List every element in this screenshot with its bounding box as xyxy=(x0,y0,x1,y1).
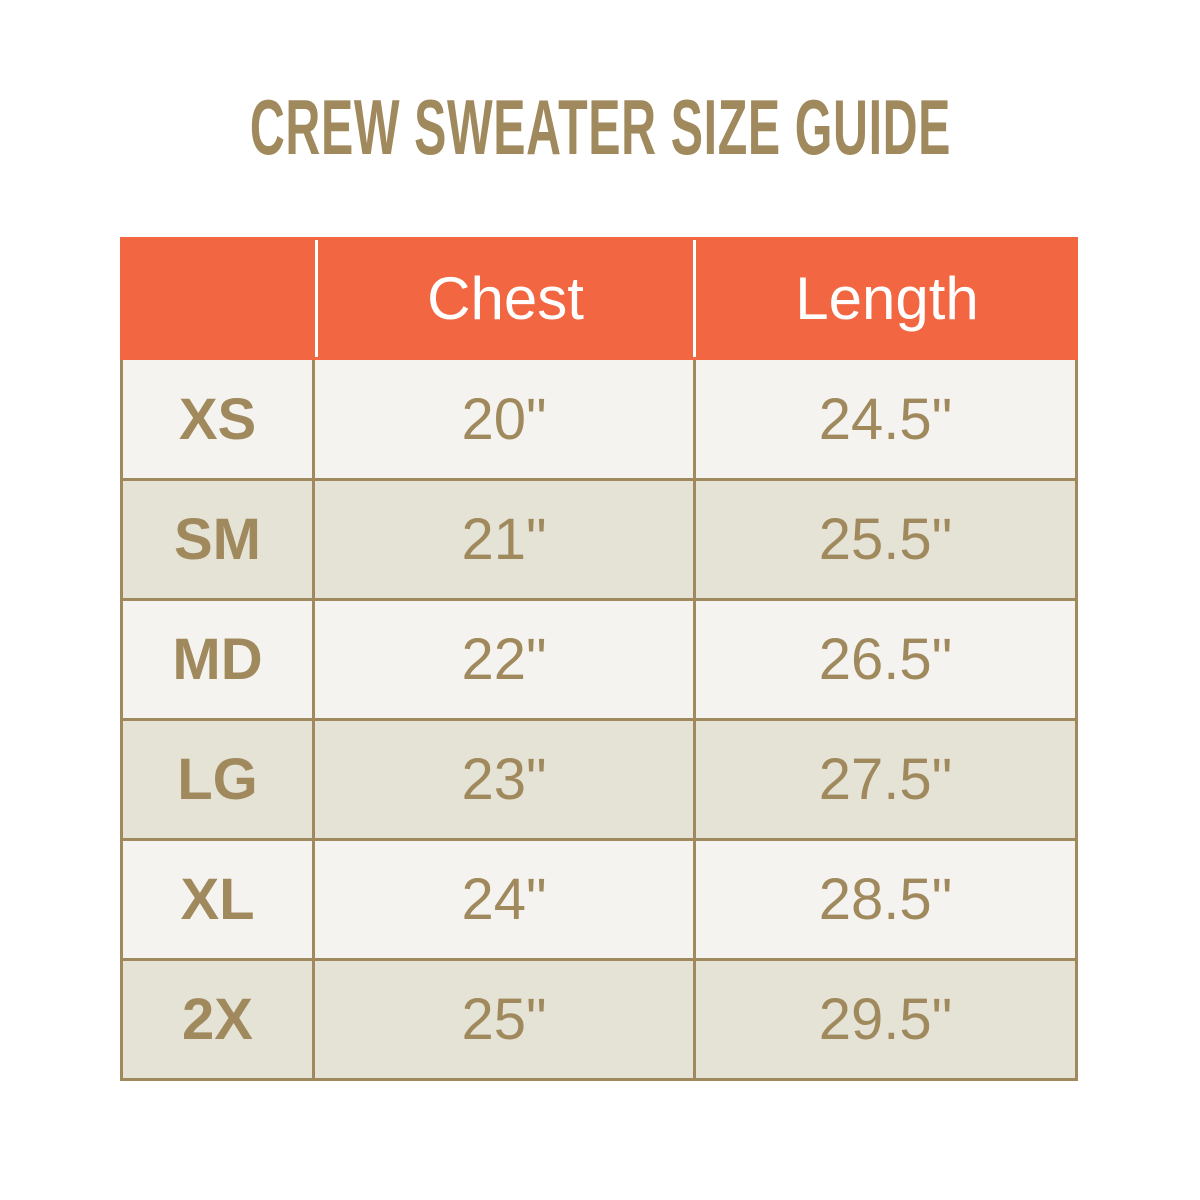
table-header: Chest Length xyxy=(120,237,1078,360)
size-cell: MD xyxy=(123,601,315,718)
header-chest: Chest xyxy=(315,240,696,357)
chest-cell: 25" xyxy=(315,961,696,1078)
page-title: CREW SWEATER SIZE GUIDE xyxy=(0,82,1200,173)
table-row: XL 24" 28.5" xyxy=(123,838,1075,958)
table-row: SM 21" 25.5" xyxy=(123,478,1075,598)
size-cell: LG xyxy=(123,721,315,838)
length-cell: 25.5" xyxy=(818,507,953,572)
chest-cell: 21" xyxy=(315,481,696,598)
length-cell: 24.5" xyxy=(818,386,953,452)
size-cell: SM xyxy=(123,481,315,598)
size-cell: 2X xyxy=(123,961,315,1078)
chest-cell: 23" xyxy=(315,721,696,838)
header-length: Length xyxy=(795,265,979,332)
size-cell: XL xyxy=(123,841,315,958)
length-cell: 27.5" xyxy=(818,747,953,812)
table-row: LG 23" 27.5" xyxy=(123,718,1075,838)
chest-cell: 20" xyxy=(315,360,696,478)
title-text: CREW SWEATER SIZE GUIDE xyxy=(249,83,951,171)
table-row: XS 20" 24.5" xyxy=(123,360,1075,478)
chest-cell: 22" xyxy=(315,601,696,718)
table-body: XS 20" 24.5" SM 21" 25.5" MD 22" 26.5" LG 23" 27.5"… xyxy=(120,360,1078,1081)
length-cell: 26.5" xyxy=(818,627,953,692)
size-cell: XS xyxy=(123,360,315,478)
length-cell: 28.5" xyxy=(818,867,953,932)
header-size xyxy=(120,237,315,360)
size-table: Chest Length XS 20" 24.5" SM 21" 25.5" MD 22" 26… xyxy=(120,237,1078,1081)
chest-cell: 24" xyxy=(315,841,696,958)
table-row: 2X 25" 29.5" xyxy=(123,958,1075,1078)
table-row: MD 22" 26.5" xyxy=(123,598,1075,718)
length-cell: 29.5" xyxy=(818,987,953,1052)
